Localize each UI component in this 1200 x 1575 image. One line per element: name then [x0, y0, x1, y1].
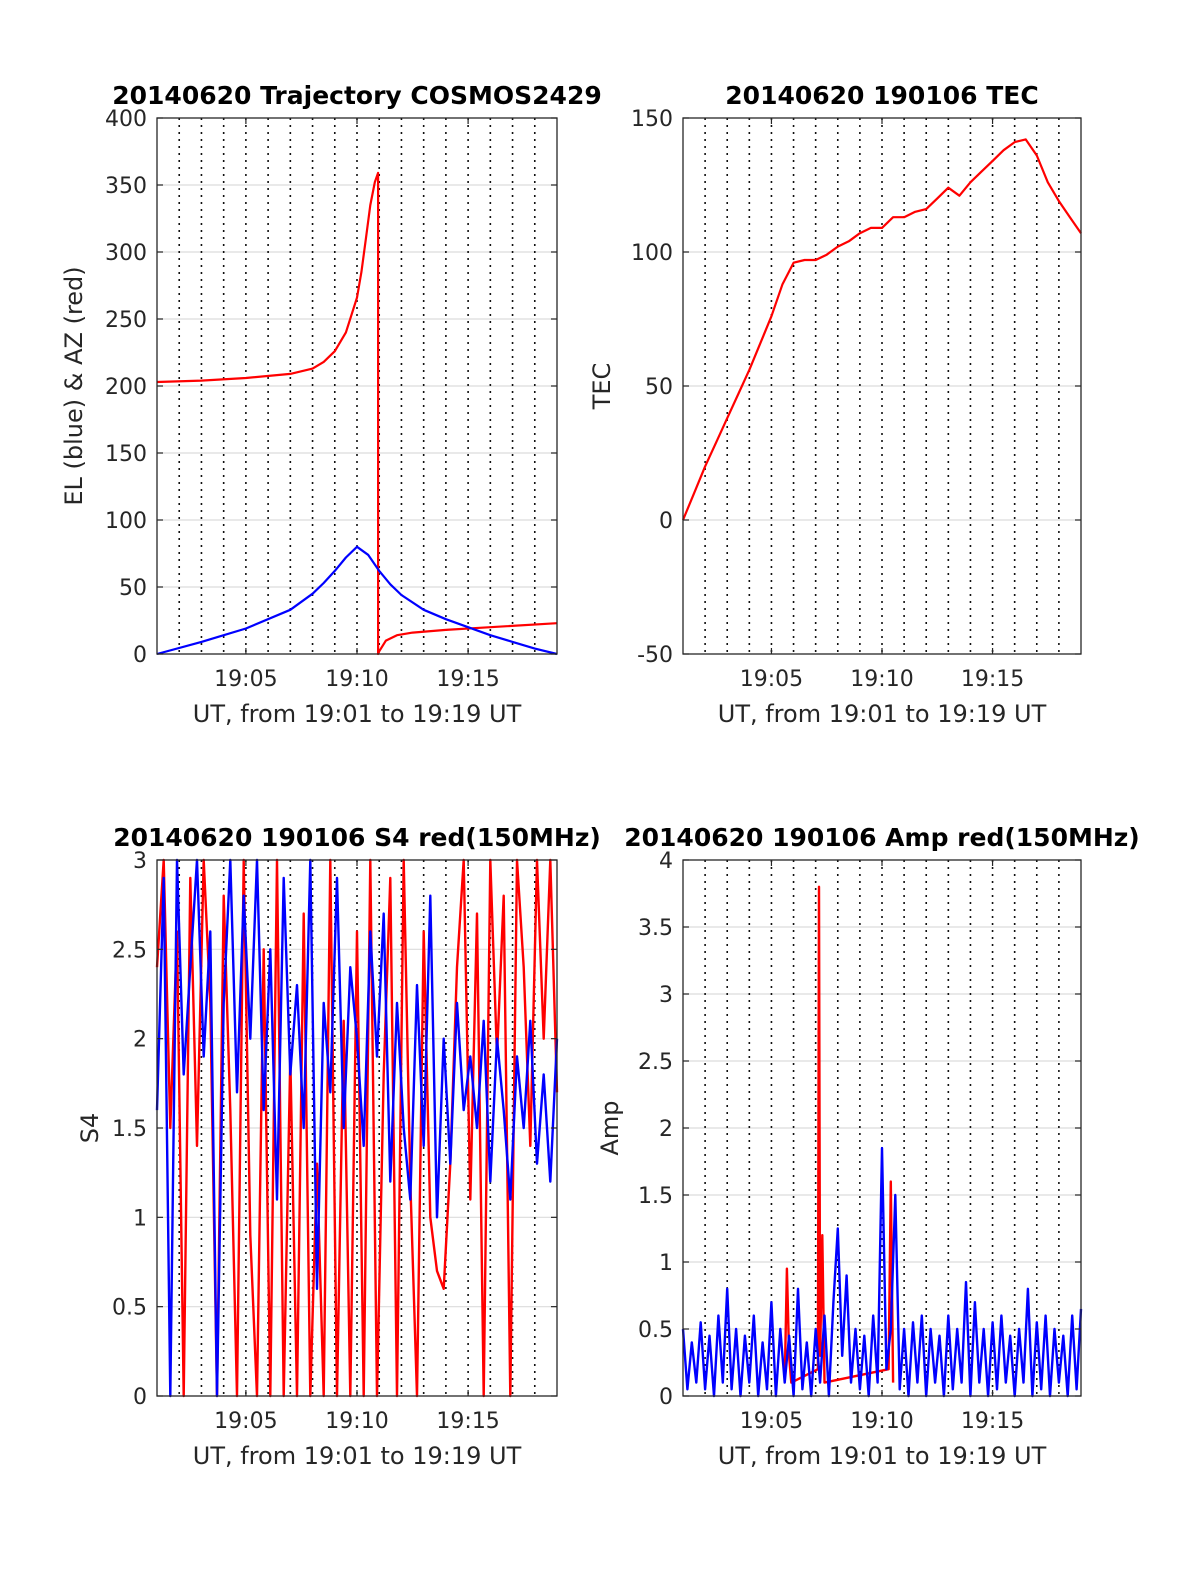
trajectory-ytick-label: 100 [105, 509, 147, 534]
trajectory-ytick-label: 400 [105, 107, 147, 132]
tec-xtick-label: 19:10 [850, 667, 913, 692]
amp-xtick-label: 19:15 [961, 1409, 1024, 1434]
s4-ytick-label: 2 [133, 1028, 147, 1053]
amp-y-label: Amp [596, 1100, 624, 1155]
amp-ytick-label: 4 [659, 849, 673, 874]
tec-ytick-label: 150 [631, 107, 673, 132]
trajectory-xtick-label: 19:05 [214, 667, 277, 692]
trajectory-ytick-label: 300 [105, 241, 147, 266]
amp-xtick-label: 19:05 [740, 1409, 803, 1434]
amp-ytick-label: 1.5 [638, 1184, 673, 1209]
trajectory-ytick-label: 350 [105, 174, 147, 199]
s4-y-label: S4 [76, 1113, 104, 1144]
amp-ytick-label: 3.5 [638, 916, 673, 941]
trajectory-x-label: UT, from 19:01 to 19:19 UT [193, 700, 522, 728]
amp-ytick-label: 2 [659, 1117, 673, 1142]
tec-ytick-label: 100 [631, 241, 673, 266]
s4-title: 20140620 190106 S4 red(150MHz) [113, 823, 601, 852]
tec-title: 20140620 190106 TEC [725, 81, 1038, 110]
s4-ytick-label: 0.5 [112, 1296, 147, 1321]
amp-ytick-label: 2.5 [638, 1050, 673, 1075]
s4-ytick-label: 0 [133, 1385, 147, 1410]
tec-ytick-label: 0 [659, 509, 673, 534]
amp-ytick-label: 1 [659, 1251, 673, 1276]
amp-ytick-label: 0.5 [638, 1318, 673, 1343]
trajectory-xtick-label: 19:10 [325, 667, 388, 692]
s4-ytick-label: 1 [133, 1206, 147, 1231]
amp-panel: 0 0.5 1 1.5 2 2.5 3 3.5 4 19:05 19:10 19:15 2014062… [596, 823, 1140, 1470]
trajectory-ytick-label: 0 [133, 643, 147, 668]
amp-title: 20140620 190106 Amp red(150MHz) [624, 823, 1140, 852]
trajectory-title: 20140620 Trajectory COSMOS2429 [112, 81, 602, 110]
tec-ytick-label: 50 [645, 375, 673, 400]
trajectory-series-1-line [156, 545, 558, 656]
trajectory-y-label: EL (blue) & AZ (red) [60, 266, 88, 505]
s4-panel: 0 0.5 1 1.5 2 2.5 3 19:05 19:10 19:15 20140620 19… [76, 823, 601, 1470]
amp-ytick-label: 3 [659, 983, 673, 1008]
s4-ytick-label: 3 [133, 849, 147, 874]
tec-y-label: TEC [588, 363, 616, 411]
tec-x-label: UT, from 19:01 to 19:19 UT [718, 700, 1047, 728]
s4-series-1-line [155, 858, 559, 1398]
s4-xtick-label: 19:15 [436, 1409, 499, 1434]
trajectory-ytick-label: 50 [119, 576, 147, 601]
tec-series-0-line [681, 138, 1082, 521]
amp-ytick-label: 0 [659, 1385, 673, 1410]
amp-x-label: UT, from 19:01 to 19:19 UT [718, 1442, 1047, 1470]
tec-xtick-label: 19:15 [961, 667, 1024, 692]
trajectory-xtick-label: 19:15 [436, 667, 499, 692]
amp-series-0-line [783, 885, 895, 1384]
amp-xtick-label: 19:10 [850, 1409, 913, 1434]
trajectory-series-0-line [156, 171, 558, 656]
trajectory-ytick-label: 150 [105, 442, 147, 467]
trajectory-ytick-label: 200 [105, 375, 147, 400]
tec-ytick-label: -50 [637, 643, 673, 668]
s4-xtick-label: 19:05 [214, 1409, 277, 1434]
s4-ytick-label: 2.5 [112, 938, 147, 963]
s4-x-label: UT, from 19:01 to 19:19 UT [193, 1442, 522, 1470]
tec-xtick-label: 19:05 [740, 667, 803, 692]
s4-xtick-label: 19:10 [325, 1409, 388, 1434]
s4-ytick-label: 1.5 [112, 1117, 147, 1142]
trajectory-ytick-label: 250 [105, 308, 147, 333]
tec-panel: -50 0 50 100 150 19:05 19:10 19:15 20140620 190… [588, 81, 1082, 728]
